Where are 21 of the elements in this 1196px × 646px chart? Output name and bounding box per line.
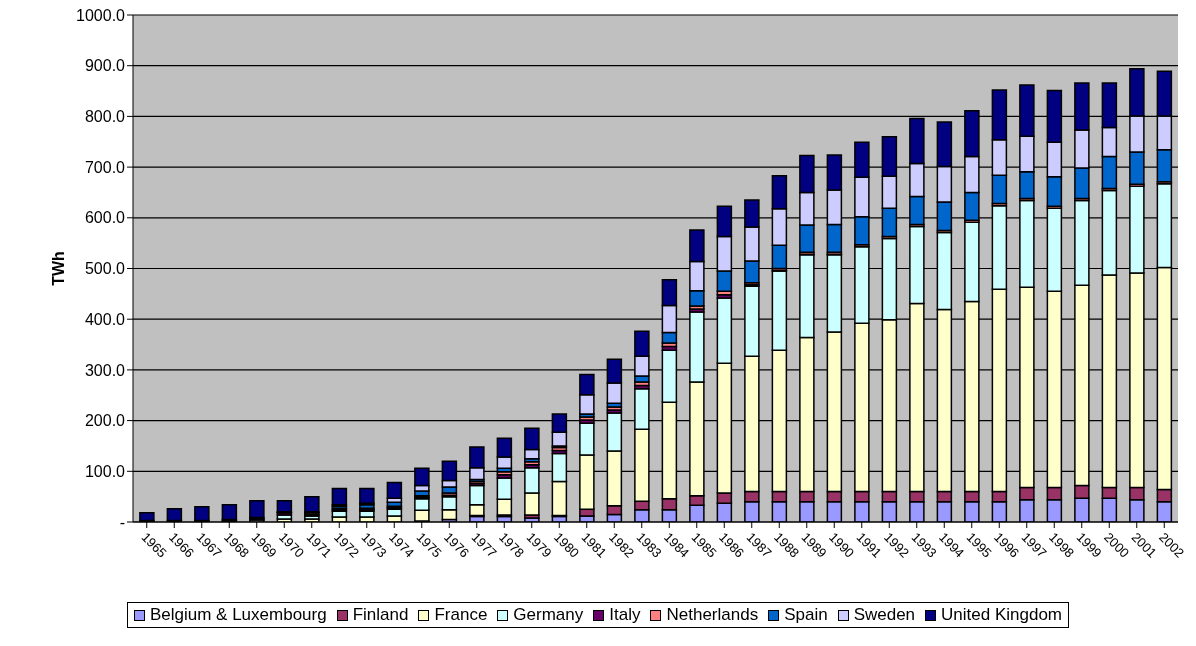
- y-tick-label: 200.0: [84, 412, 126, 430]
- legend-label: Finland: [351, 605, 409, 625]
- legend-label: United Kingdom: [940, 605, 1063, 625]
- legend-label: Sweden: [852, 605, 916, 625]
- y-tick-label: 100.0: [84, 462, 126, 480]
- legend-label: Italy: [608, 605, 641, 625]
- y-axis-title: TWh: [49, 251, 67, 286]
- y-tick-label: 700.0: [84, 158, 126, 176]
- y-tick-label: 400.0: [84, 310, 126, 328]
- y-tick-label: 500.0: [84, 260, 126, 278]
- legend-label: Belgium & Luxembourg: [148, 605, 327, 625]
- legend-label: Germany: [512, 605, 584, 625]
- y-tick-label: 800.0: [84, 108, 126, 126]
- y-tick-label: 900.0: [84, 57, 126, 75]
- legend-label: Spain: [783, 605, 828, 625]
- legend-label: Netherlands: [665, 605, 759, 625]
- y-tick-label: 1000.0: [76, 6, 126, 24]
- y-tick-label: 600.0: [84, 209, 126, 227]
- y-tick-label: -: [119, 513, 125, 531]
- legend-label: France: [433, 605, 488, 625]
- y-tick-label: 300.0: [84, 361, 126, 379]
